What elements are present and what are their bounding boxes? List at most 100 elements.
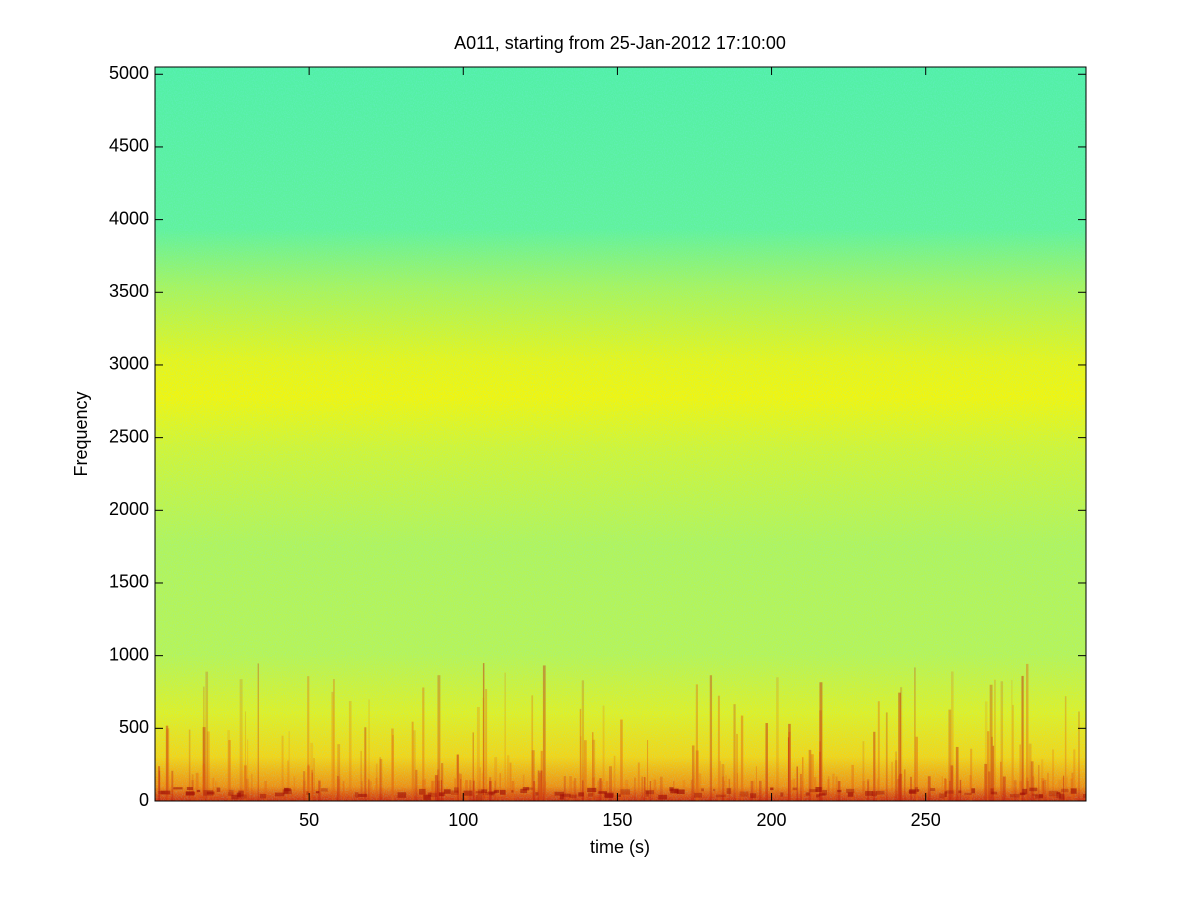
streak bbox=[489, 777, 492, 801]
streak bbox=[469, 780, 472, 801]
streak bbox=[695, 750, 699, 801]
streak bbox=[485, 689, 488, 801]
streak bbox=[1011, 679, 1013, 801]
low-band-speck bbox=[358, 793, 367, 797]
streak bbox=[802, 757, 804, 801]
low-band-speck bbox=[847, 792, 854, 797]
low-band-speck bbox=[525, 787, 533, 790]
low-band-speck bbox=[481, 789, 488, 794]
streak bbox=[563, 776, 566, 801]
streak bbox=[1061, 777, 1064, 801]
streak bbox=[827, 776, 830, 801]
low-band-speck bbox=[780, 792, 784, 797]
streak bbox=[914, 667, 916, 801]
streak bbox=[691, 745, 695, 801]
low-band-speck bbox=[228, 789, 234, 792]
streak bbox=[506, 755, 510, 801]
streak bbox=[690, 779, 693, 801]
streak bbox=[601, 780, 603, 801]
low-band-speck bbox=[206, 791, 215, 795]
low-band-speck bbox=[1056, 793, 1061, 799]
streak bbox=[792, 778, 796, 801]
streak bbox=[896, 778, 900, 801]
low-band-speck bbox=[283, 787, 289, 794]
streak bbox=[951, 671, 954, 801]
low-band-speck bbox=[1029, 787, 1038, 792]
streak bbox=[796, 766, 799, 801]
streak bbox=[605, 780, 609, 801]
streak bbox=[634, 777, 636, 801]
streak bbox=[653, 779, 657, 801]
streak bbox=[819, 741, 821, 801]
low-band-speck bbox=[216, 787, 221, 792]
streak bbox=[867, 778, 870, 801]
low-band-speck bbox=[674, 789, 679, 794]
streak bbox=[992, 745, 995, 801]
streak bbox=[494, 757, 498, 801]
low-band-speck bbox=[160, 790, 171, 795]
low-band-speck bbox=[228, 792, 234, 796]
low-band-speck bbox=[185, 791, 195, 796]
streak bbox=[951, 770, 953, 801]
streak bbox=[307, 676, 310, 801]
streak bbox=[959, 779, 962, 801]
low-band-speck bbox=[428, 792, 432, 797]
streak bbox=[368, 699, 370, 801]
y-tick-label: 4500 bbox=[109, 136, 149, 156]
x-tick-label: 100 bbox=[448, 810, 478, 830]
spectrogram-noise bbox=[155, 67, 1086, 801]
streak bbox=[1041, 778, 1045, 801]
streak bbox=[827, 779, 830, 801]
streak bbox=[800, 773, 802, 801]
low-band-speck bbox=[475, 794, 483, 801]
low-band-speck bbox=[676, 789, 685, 795]
low-band-speck bbox=[1038, 794, 1043, 798]
streak bbox=[569, 776, 572, 801]
streak bbox=[787, 737, 790, 801]
low-band-speck bbox=[694, 792, 702, 798]
low-band-speck bbox=[259, 793, 267, 799]
streak bbox=[1028, 743, 1032, 801]
low-band-speck bbox=[1082, 794, 1086, 799]
low-band-speck bbox=[658, 794, 668, 800]
streak bbox=[310, 742, 314, 801]
streak bbox=[1013, 780, 1017, 801]
x-tick-label: 50 bbox=[299, 810, 319, 830]
streak bbox=[915, 736, 918, 801]
low-band-speck bbox=[587, 792, 594, 797]
streak bbox=[898, 692, 901, 801]
low-band-speck bbox=[306, 791, 309, 795]
streak bbox=[646, 740, 649, 801]
streak bbox=[1026, 780, 1030, 801]
streak bbox=[790, 779, 793, 801]
streak bbox=[368, 779, 370, 801]
streak bbox=[582, 780, 584, 801]
y-tick-label: 5000 bbox=[109, 63, 149, 83]
streak bbox=[342, 780, 345, 801]
streak bbox=[202, 763, 205, 801]
low-band-speck bbox=[443, 789, 451, 794]
streak bbox=[592, 739, 596, 801]
streak bbox=[719, 760, 721, 801]
low-band-speck bbox=[1070, 788, 1077, 794]
streak bbox=[579, 708, 582, 801]
low-band-speck bbox=[909, 789, 917, 794]
streak bbox=[202, 686, 205, 801]
y-tick-label: 3500 bbox=[109, 281, 149, 301]
low-band-speck bbox=[315, 791, 320, 794]
streak bbox=[755, 766, 757, 801]
streak bbox=[539, 772, 541, 801]
streak bbox=[264, 780, 267, 801]
streak bbox=[1064, 696, 1067, 801]
low-band-speck bbox=[846, 788, 855, 793]
streak bbox=[379, 757, 382, 801]
streak bbox=[436, 769, 440, 801]
streak bbox=[591, 732, 594, 801]
streak bbox=[214, 781, 218, 801]
streak bbox=[885, 712, 888, 801]
low-band-speck bbox=[320, 788, 328, 792]
streak bbox=[649, 780, 652, 801]
streak bbox=[411, 721, 414, 801]
low-band-speck bbox=[490, 791, 494, 796]
streak bbox=[736, 733, 738, 801]
